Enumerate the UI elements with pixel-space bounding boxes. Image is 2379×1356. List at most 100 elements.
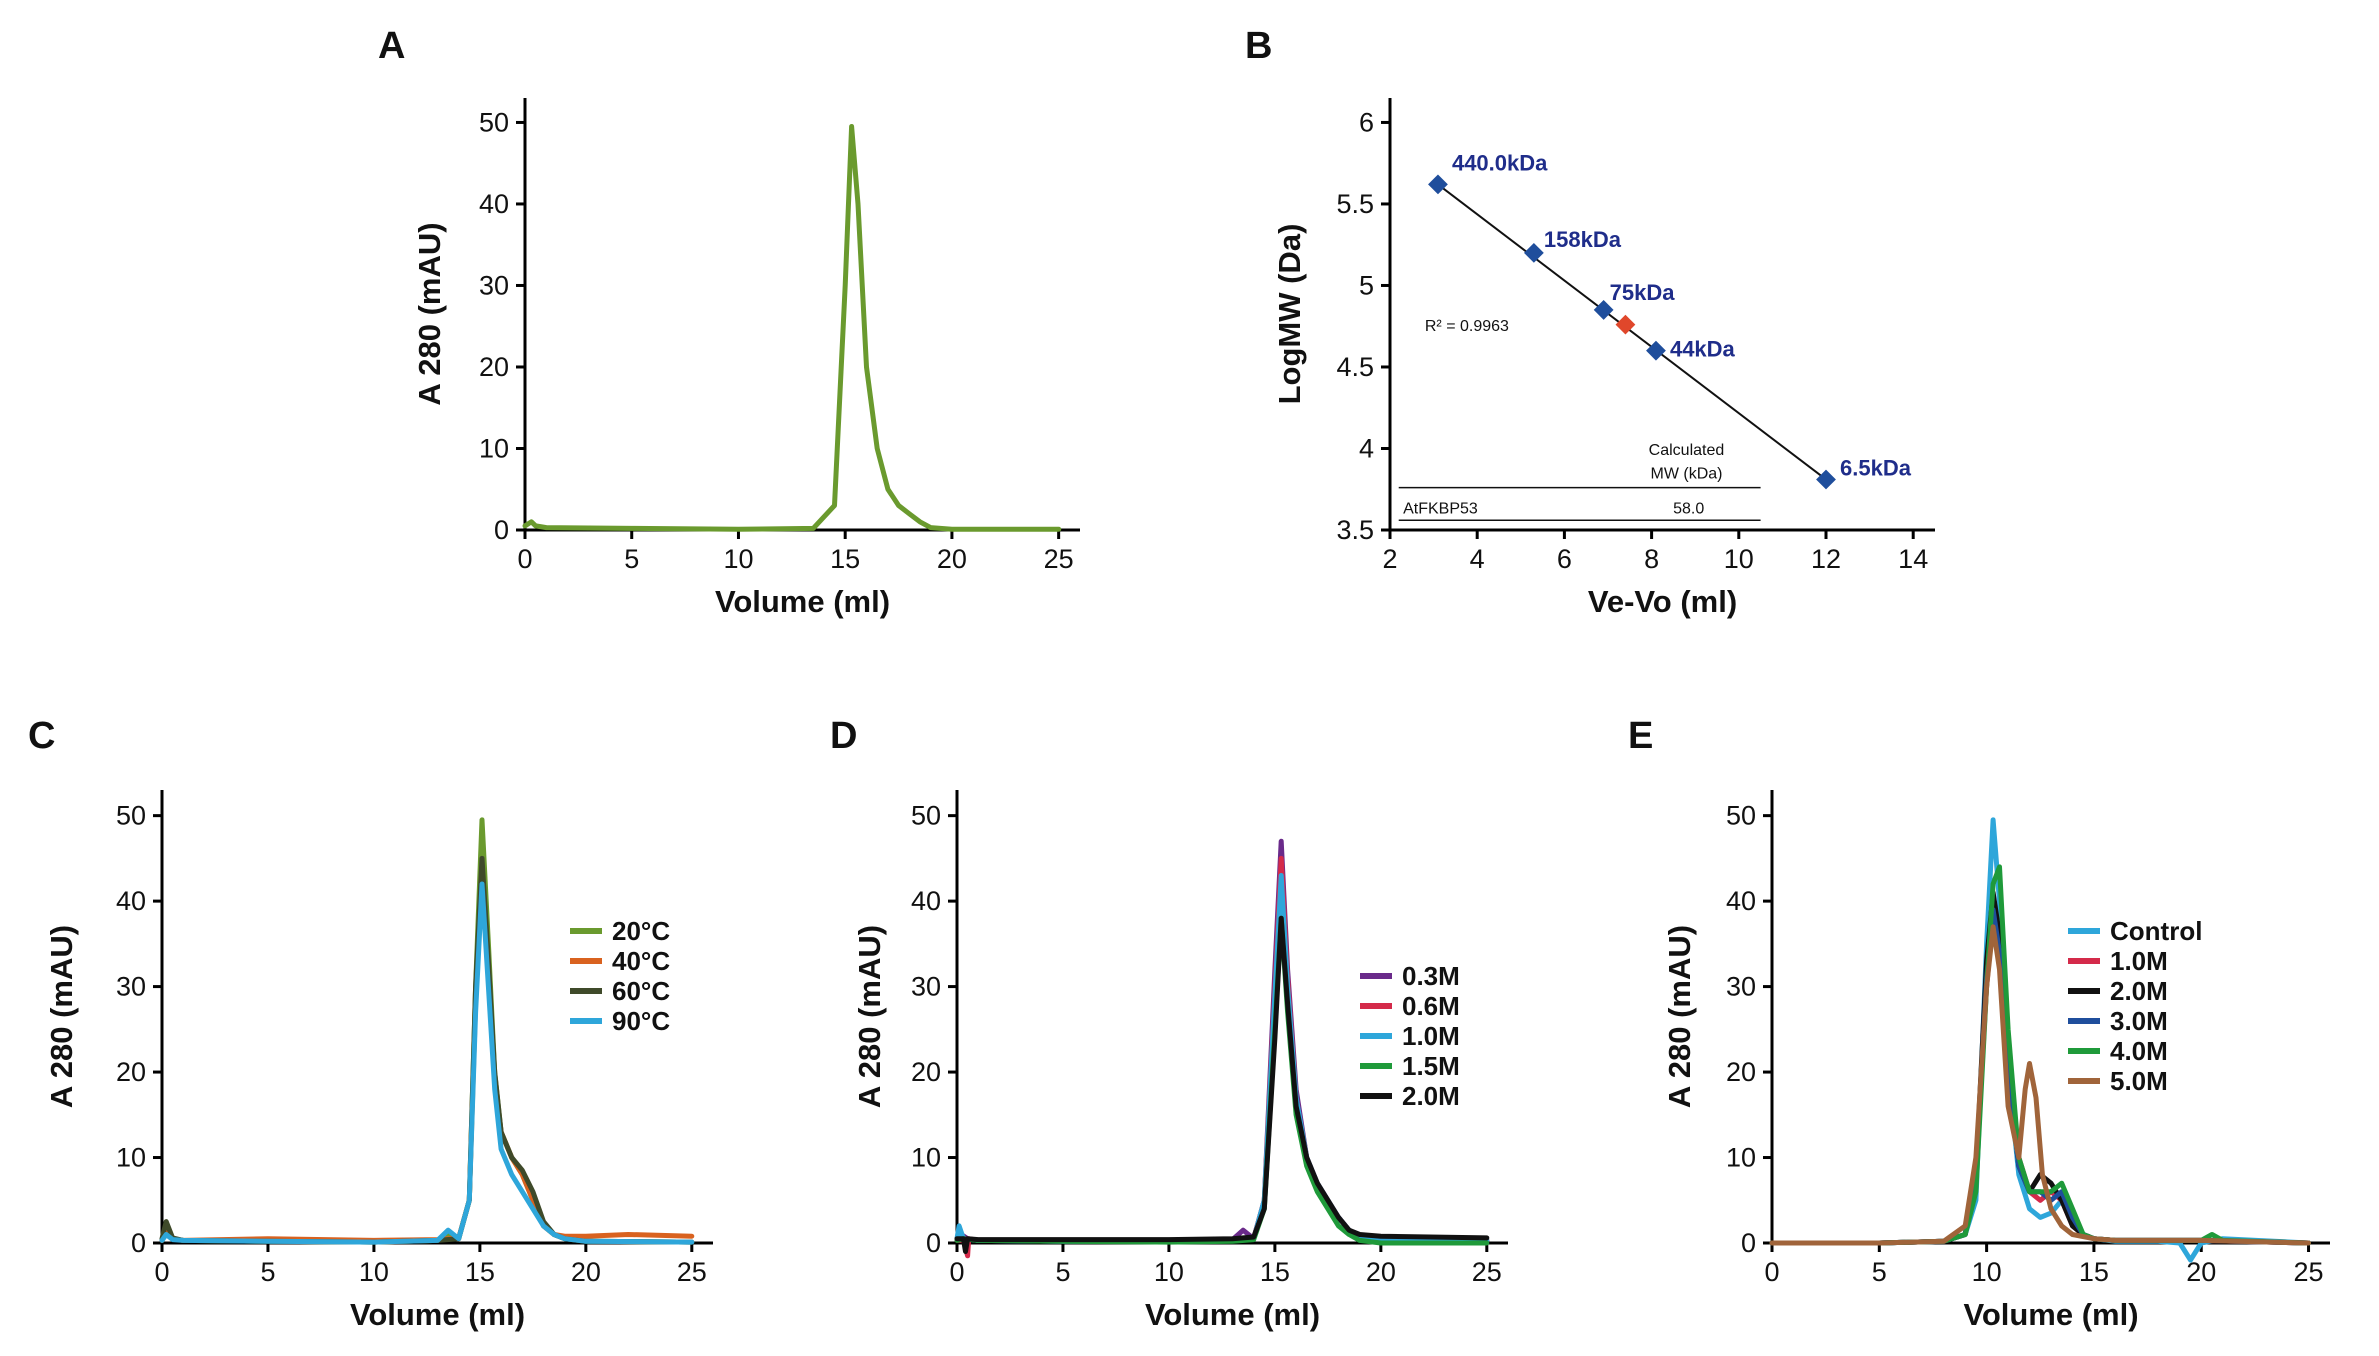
y-tick-label: 30 xyxy=(1726,972,1756,1002)
y-tick-label: 10 xyxy=(1726,1143,1756,1173)
table-row-label: AtFKBP53 xyxy=(1403,501,1478,518)
x-tick-label: 6 xyxy=(1557,544,1572,574)
x-tick-label: 0 xyxy=(1764,1257,1779,1287)
y-tick-label: 4 xyxy=(1359,433,1374,463)
x-tick-label: 25 xyxy=(2294,1257,2324,1287)
y-tick-label: 30 xyxy=(911,972,941,1002)
y-tick-label: 30 xyxy=(479,270,509,300)
x-axis-title: Volume (ml) xyxy=(1963,1297,2138,1332)
x-tick-label: 4 xyxy=(1470,544,1485,574)
legend-label: 0.3M xyxy=(1402,961,1460,991)
x-tick-label: 14 xyxy=(1898,544,1928,574)
x-tick-label: 15 xyxy=(465,1257,495,1287)
legend-label: Control xyxy=(2110,916,2202,946)
x-tick-label: 5 xyxy=(624,544,639,574)
y-axis-title: A 280 (mAU) xyxy=(44,925,79,1108)
y-axis-title: A 280 (mAU) xyxy=(412,222,447,405)
y-tick-label: 50 xyxy=(479,107,509,137)
y-tick-label: 0 xyxy=(131,1228,146,1258)
panel-label: D xyxy=(830,715,857,757)
y-tick-label: 40 xyxy=(479,189,509,219)
table-row-value: 58.0 xyxy=(1673,501,1704,518)
x-tick-label: 5 xyxy=(1055,1257,1070,1287)
x-tick-label: 15 xyxy=(1260,1257,1290,1287)
y-tick-label: 20 xyxy=(116,1057,146,1087)
legend-label: 5.0M xyxy=(2110,1066,2168,1096)
panel-b: B 2 4 6 8 10 12 14 3.5 4 4.5 5 5.5 6 Ve-Vo (ml) LogMW (… xyxy=(1245,25,1935,619)
standard-label: 6.5kDa xyxy=(1840,455,1912,480)
series-line-5-0m xyxy=(1769,924,2311,1246)
y-tick-label: 6 xyxy=(1359,107,1374,137)
series-line-4-0m xyxy=(1769,864,2311,1246)
standard-label: 158kDa xyxy=(1544,227,1622,252)
x-axis-title: Ve-Vo (ml) xyxy=(1588,584,1737,619)
x-tick-label: 8 xyxy=(1644,544,1659,574)
legend-label: 1.0M xyxy=(2110,946,2168,976)
x-axis-title: Volume (ml) xyxy=(715,584,890,619)
panel-label: C xyxy=(28,715,55,757)
legend-label: 20°C xyxy=(612,916,670,946)
x-tick-label: 10 xyxy=(1724,544,1754,574)
y-axis-title: A 280 (mAU) xyxy=(1662,925,1697,1108)
standard-label: 440.0kDa xyxy=(1452,150,1548,175)
y-tick-label: 0 xyxy=(494,515,509,545)
x-tick-label: 15 xyxy=(2079,1257,2109,1287)
y-tick-label: 10 xyxy=(479,433,509,463)
panel-d: D 0 5 10 15 20 25 0 10 20 30 40 50 Volume (ml) A 280 (… xyxy=(830,715,1508,1332)
legend-label: 2.0M xyxy=(1402,1081,1460,1111)
legend-label: 2.0M xyxy=(2110,976,2168,1006)
y-tick-label: 50 xyxy=(116,801,146,831)
standard-label: 75kDa xyxy=(1610,280,1676,305)
legend-label: 4.0M xyxy=(2110,1036,2168,1066)
standard-point xyxy=(1646,340,1666,361)
y-tick-label: 5.5 xyxy=(1336,189,1374,219)
y-tick-label: 3.5 xyxy=(1336,515,1374,545)
x-tick-label: 0 xyxy=(517,544,532,574)
x-tick-label: 12 xyxy=(1811,544,1841,574)
y-tick-label: 30 xyxy=(116,972,146,1002)
y-tick-label: 50 xyxy=(1726,801,1756,831)
fit-line xyxy=(1437,183,1827,481)
x-tick-label: 5 xyxy=(1872,1257,1887,1287)
y-tick-label: 0 xyxy=(1741,1228,1756,1258)
x-tick-label: 20 xyxy=(571,1257,601,1287)
legend-label: 3.0M xyxy=(2110,1006,2168,1036)
y-tick-label: 10 xyxy=(116,1143,146,1173)
legend-label: 40°C xyxy=(612,946,670,976)
x-tick-label: 10 xyxy=(1972,1257,2002,1287)
standard-point xyxy=(1593,300,1614,320)
x-tick-label: 10 xyxy=(359,1257,389,1287)
series-line-2-0m xyxy=(954,915,1490,1254)
x-axis-title: Volume (ml) xyxy=(1145,1297,1320,1332)
y-tick-label: 40 xyxy=(1726,886,1756,916)
panel-a: A 0 5 10 15 20 25 0 10 20 30 40 50 Volume (ml) A 280 (… xyxy=(378,25,1080,619)
legend-label: 90°C xyxy=(612,1006,670,1036)
y-tick-label: 20 xyxy=(1726,1057,1756,1087)
y-tick-label: 40 xyxy=(911,886,941,916)
standard-label: 44kDa xyxy=(1670,337,1736,362)
x-tick-label: 2 xyxy=(1382,544,1397,574)
standard-point xyxy=(1816,469,1836,490)
y-axis-title: A 280 (mAU) xyxy=(852,925,887,1108)
legend-label: 0.6M xyxy=(1402,991,1460,1021)
y-tick-label: 0 xyxy=(926,1228,941,1258)
legend-label: 1.5M xyxy=(1402,1051,1460,1081)
series-line-trace xyxy=(522,124,1062,532)
standard-point xyxy=(1428,174,1448,195)
legend-label: 60°C xyxy=(612,976,670,1006)
y-tick-label: 10 xyxy=(911,1143,941,1173)
x-tick-label: 10 xyxy=(1154,1257,1184,1287)
sample-point xyxy=(1615,314,1636,335)
y-tick-label: 4.5 xyxy=(1336,352,1374,382)
y-axis-title: LogMW (Da) xyxy=(1272,224,1307,405)
x-axis-title: Volume (ml) xyxy=(350,1297,525,1332)
table-header: Calculated xyxy=(1649,442,1725,459)
standard-point xyxy=(1523,242,1544,263)
x-tick-label: 0 xyxy=(949,1257,964,1287)
panel-c: C 0 5 10 15 20 25 0 10 20 30 40 50 Volume (ml) A 280 (… xyxy=(28,715,713,1332)
y-tick-label: 50 xyxy=(911,801,941,831)
panel-label: A xyxy=(378,25,405,67)
y-tick-label: 40 xyxy=(116,886,146,916)
x-tick-label: 25 xyxy=(1472,1257,1502,1287)
table-header-unit: MW (kDa) xyxy=(1650,466,1722,483)
